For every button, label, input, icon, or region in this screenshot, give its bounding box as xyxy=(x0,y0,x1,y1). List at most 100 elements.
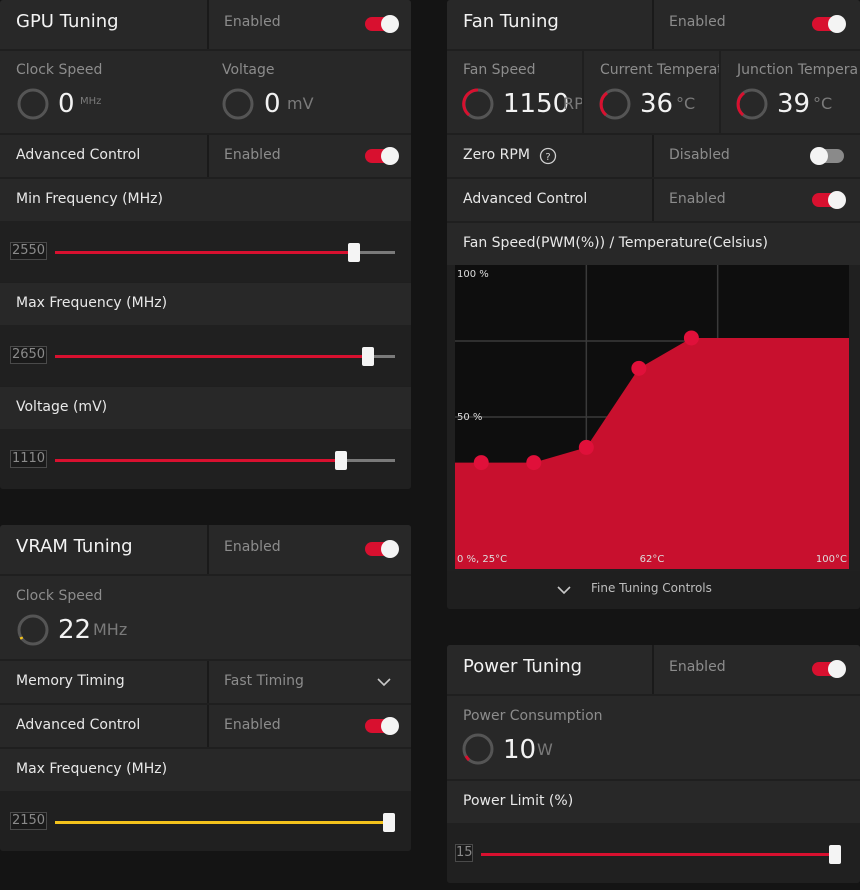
fan-speed-label: Fan Speed xyxy=(463,62,536,78)
help-icon[interactable]: ? xyxy=(539,147,557,165)
gpu-advanced-label: Advanced Control xyxy=(16,147,141,163)
svg-text:?: ? xyxy=(545,152,550,163)
vram-tuning-title: VRAM Tuning xyxy=(16,536,133,557)
vram-tuning-panel: VRAM Tuning Enabled Clock Speed 22 MHz M… xyxy=(0,525,411,851)
x-tick-label: 0 %, 25°C xyxy=(457,554,507,565)
fan-curve-area xyxy=(455,337,849,569)
power-tuning-status: Enabled xyxy=(669,659,726,675)
fan-curve-chart-area: 100 % 50 % 0 %, 25°C 62°C 100°C xyxy=(447,265,860,571)
gpu-voltage-slider-value[interactable]: 1110 xyxy=(10,450,47,468)
chevron-down-icon xyxy=(557,586,571,595)
fan-stats-row: Fan Speed 1150 RP Current Temperatu 36 °… xyxy=(447,51,860,133)
vram-max-freq-thumb[interactable] xyxy=(383,813,395,832)
gpu-voltage-slider[interactable] xyxy=(55,451,395,470)
chevron-down-icon xyxy=(377,678,391,687)
power-limit-value[interactable]: 15 xyxy=(455,844,473,862)
gpu-stats-row: Clock Speed 0 MHz Voltage 0 mV xyxy=(0,51,411,133)
vram-clock-gauge-icon xyxy=(17,614,49,646)
vram-memory-timing-row: Memory Timing Fast Timing xyxy=(0,661,411,703)
gpu-max-freq-label: Max Frequency (MHz) xyxy=(16,295,168,311)
fan-current-temp-unit: °C xyxy=(676,94,696,113)
gpu-clock-label: Clock Speed xyxy=(16,62,103,78)
power-tuning-panel: Power Tuning Enabled Power Consumption 1… xyxy=(447,645,860,883)
vram-tuning-header: VRAM Tuning Enabled xyxy=(0,525,411,574)
vram-max-freq-label-row: Max Frequency (MHz) xyxy=(0,749,411,791)
fan-speed-value: 1150 xyxy=(503,89,570,119)
gpu-advanced-status: Enabled xyxy=(224,147,281,163)
fan-tuning-header: Fan Tuning Enabled xyxy=(447,0,860,49)
fan-curve-point-4[interactable] xyxy=(631,360,647,376)
fan-advanced-status: Enabled xyxy=(669,191,726,207)
fan-tuning-title: Fan Tuning xyxy=(463,11,559,32)
fan-junction-temp-unit: °C xyxy=(813,94,833,113)
gpu-min-freq-slider[interactable] xyxy=(55,243,395,262)
gpu-voltage-slider-label: Voltage (mV) xyxy=(16,399,108,415)
gpu-voltage-slider-row: 1110 xyxy=(0,429,411,489)
fan-curve-point-2[interactable] xyxy=(526,455,542,471)
fan-curve-point-1[interactable] xyxy=(473,455,489,471)
fan-tuning-toggle[interactable] xyxy=(812,15,846,33)
junction-temp-gauge-icon xyxy=(736,88,768,120)
power-consumption-label: Power Consumption xyxy=(463,708,603,724)
fan-curve-label-row: Fan Speed(PWM(%)) / Temperature(Celsius) xyxy=(447,223,860,265)
vram-max-freq-slider[interactable] xyxy=(55,813,395,832)
gpu-min-freq-value[interactable]: 2550 xyxy=(10,242,47,260)
gpu-clock-value: 0 xyxy=(58,89,75,119)
vram-clock-value: 22 xyxy=(58,615,92,645)
gpu-advanced-control-row: Advanced Control Enabled xyxy=(0,135,411,177)
vram-tuning-toggle[interactable] xyxy=(365,540,399,558)
gpu-max-freq-slider[interactable] xyxy=(55,347,395,366)
power-tuning-toggle[interactable] xyxy=(812,660,846,678)
fan-speed-unit: RP xyxy=(563,94,582,113)
gpu-voltage-label: Voltage xyxy=(222,62,275,78)
gpu-advanced-toggle[interactable] xyxy=(365,147,399,165)
power-consumption-unit: W xyxy=(537,740,553,759)
gpu-min-freq-label-row: Min Frequency (MHz) xyxy=(0,179,411,221)
y-tick-label: 50 % xyxy=(457,412,482,423)
gpu-min-freq-slider-row: 2550 xyxy=(0,221,411,282)
vram-clock-label: Clock Speed xyxy=(16,588,103,604)
fan-advanced-toggle[interactable] xyxy=(812,191,846,209)
gpu-tuning-toggle[interactable] xyxy=(365,15,399,33)
gpu-voltage-thumb[interactable] xyxy=(334,451,347,470)
fan-zero-rpm-status: Disabled xyxy=(669,147,730,163)
power-stats-row: Power Consumption 10 W xyxy=(447,696,860,779)
gpu-voltage-slider-label-row: Voltage (mV) xyxy=(0,387,411,429)
gpu-clock-unit: MHz xyxy=(80,96,102,107)
gpu-max-freq-thumb[interactable] xyxy=(361,347,374,366)
fan-current-temp-value: 36 xyxy=(640,89,674,119)
power-limit-thumb[interactable] xyxy=(829,845,841,864)
fan-advanced-control-row: Advanced Control Enabled xyxy=(447,179,860,221)
fine-tuning-row[interactable]: Fine Tuning Controls xyxy=(447,571,860,609)
gpu-tuning-title: GPU Tuning xyxy=(16,11,119,32)
fan-curve-chart[interactable]: 100 % 50 % 0 %, 25°C 62°C 100°C xyxy=(455,265,849,569)
vram-advanced-toggle[interactable] xyxy=(365,717,399,735)
fan-junction-temp-label: Junction Tempera xyxy=(737,62,859,78)
gpu-voltage-value: 0 xyxy=(264,89,281,119)
power-limit-label: Power Limit (%) xyxy=(463,793,574,809)
vram-timing-label: Memory Timing xyxy=(16,673,125,689)
vram-max-freq-label: Max Frequency (MHz) xyxy=(16,761,168,777)
gpu-min-freq-thumb[interactable] xyxy=(348,243,361,262)
vram-timing-dropdown[interactable]: Fast Timing xyxy=(207,661,411,703)
gpu-max-freq-value[interactable]: 2650 xyxy=(10,346,47,364)
fine-tuning-label: Fine Tuning Controls xyxy=(591,581,712,595)
gpu-clock-gauge-icon xyxy=(17,88,49,120)
fan-curve-point-5[interactable] xyxy=(683,330,699,346)
x-tick-label: 62°C xyxy=(640,554,665,565)
fan-curve-point-3[interactable] xyxy=(578,439,594,455)
y-tick-label: 100 % xyxy=(457,269,489,280)
vram-tuning-status: Enabled xyxy=(224,539,281,555)
power-limit-slider[interactable] xyxy=(481,845,841,864)
vram-advanced-control-row: Advanced Control Enabled xyxy=(0,705,411,747)
vram-advanced-label: Advanced Control xyxy=(16,717,141,733)
x-tick-label: 100°C xyxy=(816,554,847,565)
fan-tuning-panel: Fan Tuning Enabled Fan Speed 1150 RP Cur… xyxy=(447,0,860,609)
fan-zero-rpm-toggle[interactable] xyxy=(810,147,844,165)
vram-max-freq-value[interactable]: 2150 xyxy=(10,812,47,830)
fan-zero-rpm-label: Zero RPM xyxy=(463,147,530,163)
gpu-voltage-gauge-icon xyxy=(222,88,254,120)
vram-stats-row: Clock Speed 22 MHz xyxy=(0,576,411,659)
power-tuning-title: Power Tuning xyxy=(463,656,583,677)
gpu-min-freq-label: Min Frequency (MHz) xyxy=(16,191,163,207)
